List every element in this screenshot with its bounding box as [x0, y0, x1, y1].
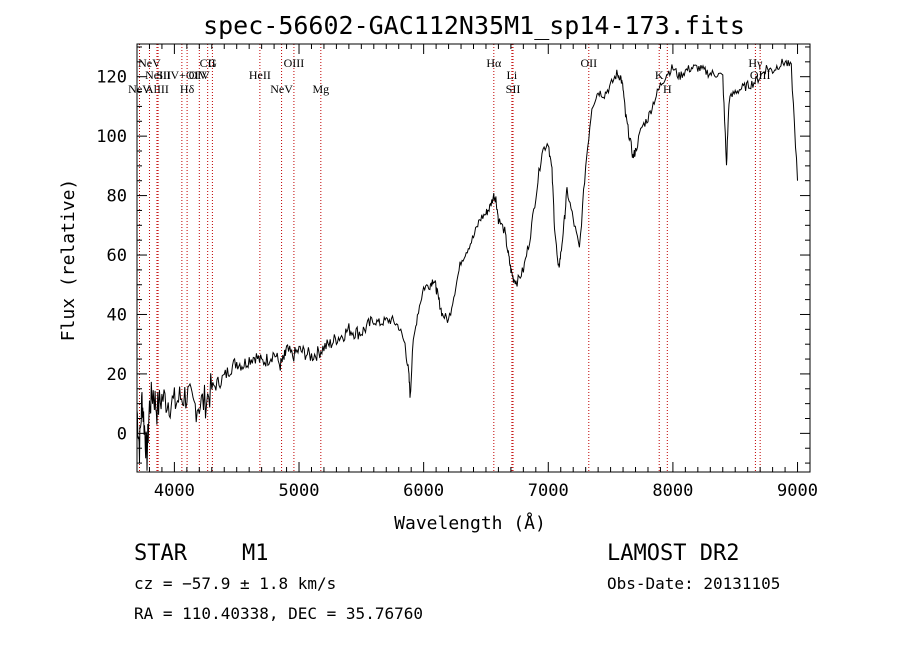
obs-date: Obs-Date: 20131105: [607, 574, 781, 593]
y-tick-label: 40: [107, 305, 127, 325]
axis-ticks: 4000 5000 6000 7000 8000 9000 0 20 40 60 80 100 120: [96, 44, 818, 501]
x-axis-label: Wavelength (Å): [394, 512, 546, 534]
spectral-line-label: SII: [506, 82, 521, 96]
spectral-line-label: CII: [200, 56, 216, 70]
x-tick-label: 5000: [279, 481, 320, 501]
spectral-line-label: SiIV+OIV: [156, 68, 207, 82]
x-tick-label: 9000: [777, 481, 818, 501]
y-tick-label: 120: [96, 68, 127, 88]
y-axis-label: Flux (relative): [58, 179, 79, 342]
spectral-line-label: OII: [580, 56, 597, 70]
spectrum-line: [136, 58, 798, 471]
plot-frame: [136, 43, 811, 473]
chart-title: spec-56602-GAC112N35M1_sp14-173.fits: [203, 11, 745, 40]
spectral-line-label: Hγ: [748, 56, 763, 70]
object-subclass: M1: [242, 541, 269, 566]
spectral-line-label: Hα: [486, 56, 502, 70]
x-tick-label: 7000: [528, 481, 569, 501]
spectrum-chart: spec-56602-GAC112N35M1_sp14-173.fits CII…: [58, 11, 818, 534]
spectral-line-label: AlIII: [145, 82, 169, 96]
y-tick-label: 100: [96, 127, 127, 147]
redshift-text: cz = −57.9 ± 1.8 km/s: [134, 574, 337, 593]
spectral-line-label: Mg: [312, 82, 329, 96]
y-tick-label: 20: [107, 365, 127, 385]
spectral-line-label: Hδ: [180, 82, 195, 96]
x-tick-label: 4000: [154, 481, 195, 501]
spectral-line-label: OIII: [284, 56, 305, 70]
y-tick-label: 0: [117, 424, 127, 444]
spectral-line-label: NeV: [128, 82, 151, 96]
spectral-line-label: G: [208, 56, 217, 70]
spectral-line-label: OIII: [750, 68, 771, 82]
spectral-line-label: Li: [507, 68, 518, 82]
spectral-line-label: OIV: [189, 68, 211, 82]
spectral-line-label: NeV: [138, 56, 161, 70]
y-tick-label: 60: [107, 246, 127, 266]
x-tick-label: 6000: [403, 481, 444, 501]
object-class: STAR: [134, 541, 187, 566]
ra-dec-text: RA = 110.40338, DEC = 35.76760: [134, 604, 423, 623]
survey-name: LAMOST DR2: [607, 541, 740, 566]
spectral-line-label: NeIII: [145, 68, 171, 82]
spectral-line-label: NeV: [270, 82, 293, 96]
y-tick-label: 80: [107, 187, 127, 207]
spectral-line-label: HeII: [249, 68, 271, 82]
spectral-line-label: K: [655, 68, 664, 82]
spectral-line-label: H: [663, 82, 672, 96]
x-tick-label: 8000: [652, 481, 693, 501]
